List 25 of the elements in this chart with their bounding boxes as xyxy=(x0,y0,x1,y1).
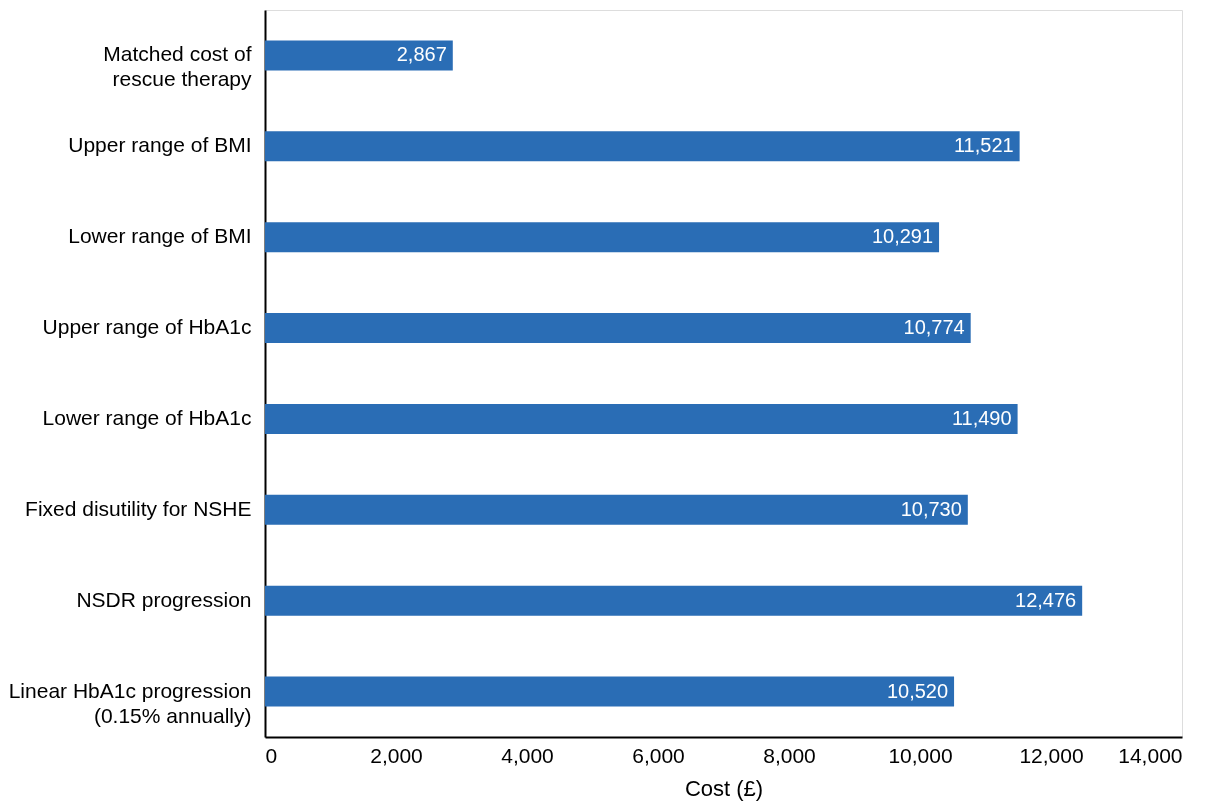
y-tick-label: Lower range of HbA1c xyxy=(42,405,252,429)
y-tick-label: Linear HbA1c progression (0.15% annually) xyxy=(8,678,252,727)
x-axis-title: Cost (£) xyxy=(684,775,764,801)
y-tick-label: Matched cost of rescue therapy xyxy=(103,42,252,91)
y-tick-label: Fixed disutility for NSHE xyxy=(25,496,252,520)
data-label: 10,291 xyxy=(871,225,934,248)
x-tick-label: 8,000 xyxy=(763,743,816,767)
x-tick-label: 0 xyxy=(265,743,278,767)
x-tick-label: 6,000 xyxy=(632,743,685,767)
data-label: 11,521 xyxy=(953,134,1014,157)
x-tick-label: 4,000 xyxy=(501,743,554,767)
y-tick-label: NSDR progression xyxy=(76,587,252,611)
y-tick-label: Upper range of BMI xyxy=(68,133,252,157)
x-tick-label: 12,000 xyxy=(1019,743,1084,767)
x-tick-label: 14,000 xyxy=(1118,743,1183,767)
x-tick-label: 10,000 xyxy=(888,743,953,767)
data-label: 11,490 xyxy=(951,406,1012,429)
data-label: 12,476 xyxy=(1015,588,1077,611)
data-label: 2,867 xyxy=(396,43,447,66)
data-label: 10,520 xyxy=(886,679,949,702)
y-tick-label: Lower range of BMI xyxy=(68,224,252,248)
y-tick-label: Upper range of HbA1c xyxy=(42,315,252,339)
data-label: 10,730 xyxy=(900,497,962,520)
data-label: 10,774 xyxy=(903,316,965,339)
x-tick-label: 2,000 xyxy=(370,743,423,767)
